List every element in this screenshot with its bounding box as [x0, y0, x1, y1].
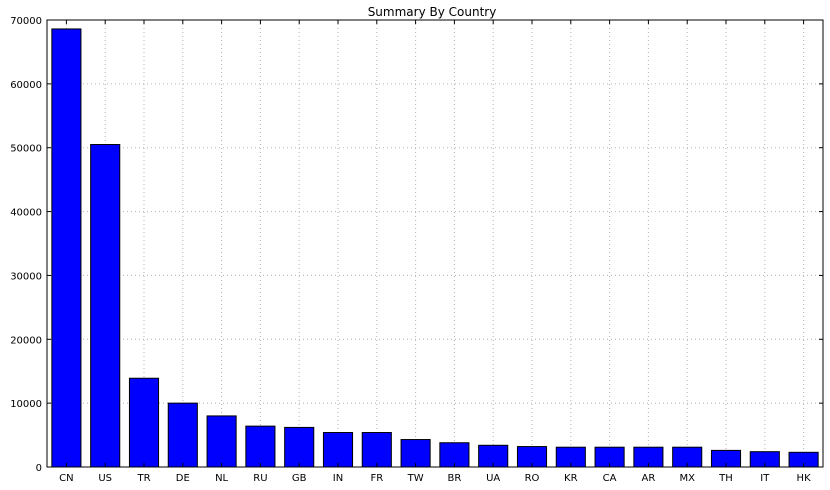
y-tick-label: 20000 — [10, 335, 42, 346]
x-tick-labels: CN US TR DE NL RU GB IN FR TW BR UA RO KR CA AR MX TH IT HK — [59, 473, 811, 484]
bar-tw — [400, 439, 431, 468]
x-tick-label: FR — [370, 473, 383, 484]
gridlines — [47, 19, 823, 468]
bar-gb — [284, 426, 315, 468]
plot-frame — [46, 19, 824, 468]
y-tick-label: 60000 — [10, 80, 42, 91]
x-tick-label: NL — [215, 473, 228, 484]
x-tick-label: TW — [407, 473, 424, 484]
x-tick-label: TR — [136, 473, 150, 484]
x-tick-label: IT — [760, 473, 770, 484]
x-tick-label: CA — [603, 473, 617, 484]
y-tick-labels: 0 10000 20000 30000 40000 50000 60000 70000 — [10, 16, 42, 474]
bar-fr — [361, 432, 392, 468]
bar-de — [167, 402, 198, 468]
y-tick-label: 50000 — [10, 144, 42, 155]
x-tick-label: MX — [679, 473, 695, 484]
bars — [51, 28, 819, 468]
x-tick-label: GB — [292, 473, 307, 484]
x-tick-label: IN — [333, 473, 343, 484]
x-tick-label: TH — [718, 473, 733, 484]
bar-in — [322, 432, 354, 468]
bar-us — [90, 144, 121, 468]
y-tick-label: 10000 — [10, 399, 42, 410]
x-tick-label: HK — [797, 473, 812, 484]
y-tick-label: 0 — [36, 463, 42, 474]
y-tick-label: 30000 — [10, 271, 42, 282]
bar-tr — [128, 377, 160, 468]
x-tick-label: UA — [486, 473, 500, 484]
bar-ru — [245, 425, 276, 468]
x-tick-label: RU — [253, 473, 267, 484]
y-tick-label: 40000 — [10, 208, 42, 219]
x-tick-label: AR — [642, 473, 656, 484]
axes — [46, 19, 824, 468]
bar-nl — [206, 415, 237, 468]
x-tick-label: RO — [525, 473, 540, 484]
x-tick-label: CN — [59, 473, 73, 484]
x-tick-label: KR — [564, 473, 578, 484]
y-tick-label: 70000 — [10, 16, 42, 27]
x-tick-label: US — [98, 473, 112, 484]
bar-cn — [51, 28, 82, 468]
x-tick-label: DE — [176, 473, 190, 484]
chart-title: Summary By Country — [368, 5, 497, 19]
x-tick-label: BR — [447, 473, 461, 484]
